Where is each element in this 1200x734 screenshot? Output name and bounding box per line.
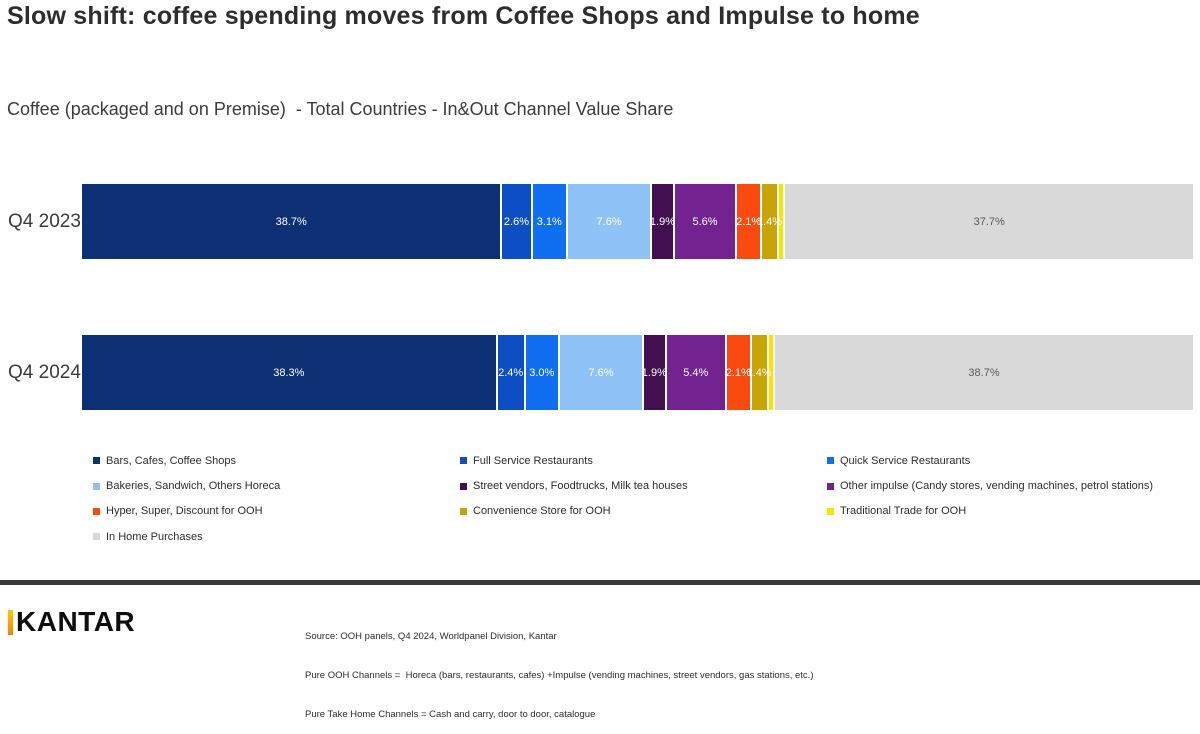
bar-segment-bakeries-sandwich-others: 7.6% xyxy=(568,184,651,259)
stacked-bar: 38.3% 2.4% 3.0% 7.6% 1.9% 5.4% 2.1% 1.4% 38.7% xyxy=(82,335,1193,410)
bar-segment-full-service-restaurants: 2.6% xyxy=(502,184,531,259)
kantar-logo-accent-icon xyxy=(8,609,13,635)
legend-item-hyper-super-discount: Hyper, Super, Discount for OOH xyxy=(93,499,460,524)
stacked-bar: 38.7% 2.6% 3.1% 7.6% 1.9% 5.6% 2.1% 1.4% 37.7% xyxy=(82,184,1194,259)
bar-row-q4-2024: Q4 2024 38.3% 2.4% 3.0% 7.6% 1.9% 5.4% 2.1% 1.4%… xyxy=(0,335,1193,410)
legend-label: In Home Purchases xyxy=(106,530,203,543)
bar-segment-traditional-trade-for xyxy=(768,335,774,410)
legend-item-quick-service-restaurants: Quick Service Restaurants xyxy=(827,448,1153,473)
stacked-bar-chart: Q4 2023 38.7% 2.6% 3.1% 7.6% 1.9% 5.6% 2.1% 1.4%… xyxy=(0,184,1194,486)
legend-swatch-icon xyxy=(93,507,100,515)
bar-segment-in-home-purchases: 38.7% xyxy=(775,335,1193,410)
legend-swatch-icon xyxy=(827,507,834,515)
kantar-logo-text: KANTAR xyxy=(16,606,136,637)
bar-segment-street-vendors-foodtrucks: 1.9% xyxy=(649,184,675,259)
bar-row-q4-2023: Q4 2023 38.7% 2.6% 3.1% 7.6% 1.9% 5.6% 2.1% 1.4%… xyxy=(0,184,1194,259)
legend-swatch-icon xyxy=(827,457,834,465)
legend-item-bars-cafes-coffee: Bars, Cafes, Coffee Shops xyxy=(93,448,460,473)
segment-value-label: 1.9% xyxy=(649,215,675,228)
bar-segment-convenience-store-for: 1.4% xyxy=(747,335,772,410)
legend-label: Hyper, Super, Discount for OOH xyxy=(106,505,263,518)
bar-segment-bakeries-sandwich-others: 7.6% xyxy=(559,335,643,410)
segment-value-label: 5.4% xyxy=(683,366,709,379)
segment-value-label: 38.7% xyxy=(275,215,307,228)
segment-value-label: 7.6% xyxy=(596,215,622,228)
legend-label: Convenience Store for OOH xyxy=(473,505,611,518)
bar-segment-bars-cafes-coffee: 38.7% xyxy=(82,184,501,259)
segment-value-label: 3.0% xyxy=(529,366,555,379)
bar-segment-quick-service-restaurants: 3.1% xyxy=(532,184,567,259)
segment-value-label: 1.9% xyxy=(641,366,667,379)
bar-segment-other-impulse-candy: 5.6% xyxy=(674,184,736,259)
segment-value-label: 3.1% xyxy=(536,215,562,228)
segment-value-label: 5.6% xyxy=(692,215,718,228)
bar-segment-hyper-super-discount: 2.1% xyxy=(725,335,751,410)
segment-value-label: 37.7% xyxy=(973,215,1005,228)
legend-item-traditional-trade-for: Traditional Trade for OOH xyxy=(827,499,1153,524)
bar-segment-quick-service-restaurants: 3.0% xyxy=(525,335,558,410)
legend-item-bakeries-sandwich-others: Bakeries, Sandwich, Others Horeca xyxy=(93,473,460,498)
legend-item-convenience-store-for: Convenience Store for OOH xyxy=(460,499,827,524)
segment-value-label: 7.6% xyxy=(588,366,614,379)
legend-item-in-home-purchases: In Home Purchases xyxy=(93,524,460,549)
segment-value-label: 2.6% xyxy=(503,215,529,228)
bar-segment-in-home-purchases: 37.7% xyxy=(785,184,1194,259)
bar-segment-bars-cafes-coffee: 38.3% xyxy=(82,335,496,410)
legend-label: Street vendors, Foodtrucks, Milk tea hou… xyxy=(473,480,688,493)
legend-label: Other impulse (Candy stores, vending mac… xyxy=(840,480,1154,493)
segment-value-label: 1.4% xyxy=(746,366,772,379)
bar-segment-hyper-super-discount: 2.1% xyxy=(736,184,762,259)
source-line: Pure Take Home Channels = Cash and carry… xyxy=(305,709,596,720)
legend-item-full-service-restaurants: Full Service Restaurants xyxy=(460,448,827,473)
legend-swatch-icon xyxy=(93,457,100,465)
segment-value-label: 2.4% xyxy=(498,366,524,379)
legend-swatch-icon xyxy=(93,533,100,541)
legend-label: Bars, Cafes, Coffee Shops xyxy=(106,454,237,467)
segment-value-label: 38.7% xyxy=(968,366,1000,379)
bar-segment-full-service-restaurants: 2.4% xyxy=(497,335,524,410)
segment-value-label: 1.4% xyxy=(757,215,783,228)
legend-swatch-icon xyxy=(827,482,834,490)
legend-swatch-icon xyxy=(460,482,467,490)
bar-segment-other-impulse-candy: 5.4% xyxy=(666,335,725,410)
bar-segment-convenience-store-for: 1.4% xyxy=(757,184,782,259)
legend-swatch-icon xyxy=(460,457,467,465)
category-label: Q4 2023 xyxy=(8,210,81,232)
legend-label: Traditional Trade for OOH xyxy=(840,505,967,518)
segment-value-label: 38.3% xyxy=(273,366,305,379)
chart-subtitle: Coffee (packaged and on Premise) - Total… xyxy=(7,99,674,119)
legend-item-other-impulse-candy: Other impulse (Candy stores, vending mac… xyxy=(827,473,1153,498)
bar-segment-street-vendors-foodtrucks: 1.9% xyxy=(641,335,667,410)
footer-divider xyxy=(0,580,1200,585)
legend-label: Full Service Restaurants xyxy=(473,454,593,467)
chart-legend: Bars, Cafes, Coffee Shops Full Service Re… xyxy=(93,448,1153,550)
category-label: Q4 2024 xyxy=(8,361,81,383)
legend-label: Quick Service Restaurants xyxy=(840,454,971,467)
source-line: Source: OOH panels, Q4 2024, Worldpanel … xyxy=(305,631,557,642)
segment-value-label: 2.1% xyxy=(736,215,762,228)
source-text: Source: OOH panels, Q4 2024, Worldpanel … xyxy=(305,604,813,734)
page-title: Slow shift: coffee spending moves from C… xyxy=(7,2,920,30)
legend-item-street-vendors-foodtrucks: Street vendors, Foodtrucks, Milk tea hou… xyxy=(460,473,827,498)
segment-value-label: 2.1% xyxy=(725,366,751,379)
bar-segment-traditional-trade-for xyxy=(779,184,784,259)
legend-swatch-icon xyxy=(93,482,100,490)
source-line: Pure OOH Channels = Horeca (bars, restau… xyxy=(305,670,814,681)
legend-swatch-icon xyxy=(460,507,467,515)
kantar-logo: KANTAR xyxy=(8,606,135,638)
legend-label: Bakeries, Sandwich, Others Horeca xyxy=(106,480,281,493)
